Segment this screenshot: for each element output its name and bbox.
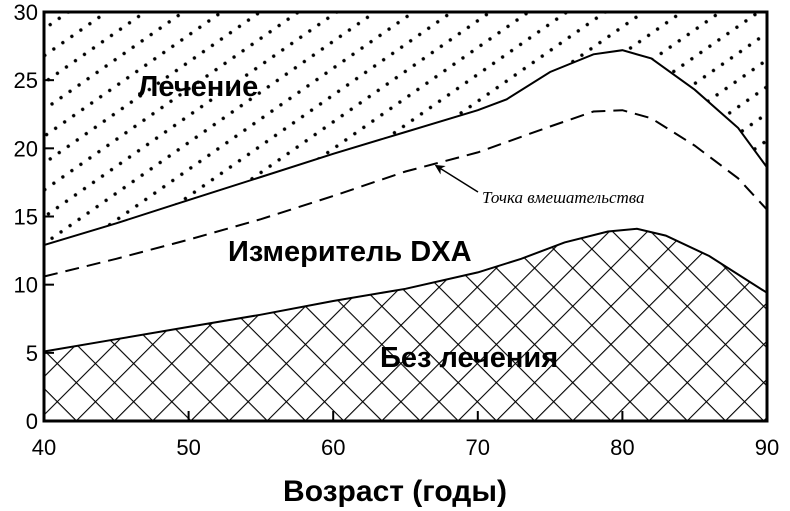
no-treatment-region bbox=[44, 228, 767, 421]
x-tick-label: 40 bbox=[32, 435, 56, 460]
y-tick-label: 0 bbox=[26, 409, 38, 434]
y-tick-label: 10 bbox=[14, 273, 38, 298]
x-axis: 40 50 60 70 80 90 bbox=[32, 411, 779, 460]
y-tick-label: 20 bbox=[14, 136, 38, 161]
y-tick-label: 30 bbox=[14, 0, 38, 25]
x-tick-label: 60 bbox=[321, 435, 345, 460]
annotation-arrow bbox=[434, 164, 479, 193]
region-label-treatment: Лечение bbox=[138, 71, 258, 103]
y-axis: 0 5 10 15 20 25 30 bbox=[14, 0, 54, 434]
x-tick-label: 50 bbox=[176, 435, 200, 460]
x-tick-label: 90 bbox=[755, 435, 779, 460]
y-tick-label: 15 bbox=[14, 205, 38, 230]
annotation-text: Точка вмешательства bbox=[482, 188, 645, 207]
region-label-no-treatment: Без лечения bbox=[380, 342, 558, 374]
region-label-dxa: Измеритель DXA bbox=[228, 236, 472, 268]
series-line-upper bbox=[43, 49, 768, 247]
y-tick-label: 5 bbox=[26, 341, 38, 366]
y-tick-label: 25 bbox=[14, 68, 38, 93]
treatment-region bbox=[44, 12, 767, 246]
x-axis-label: Возраст (годы) bbox=[283, 475, 507, 508]
series-line-dashed bbox=[43, 109, 768, 278]
x-tick-label: 80 bbox=[610, 435, 634, 460]
x-tick-label: 70 bbox=[466, 435, 490, 460]
series-line-lower bbox=[43, 227, 768, 353]
